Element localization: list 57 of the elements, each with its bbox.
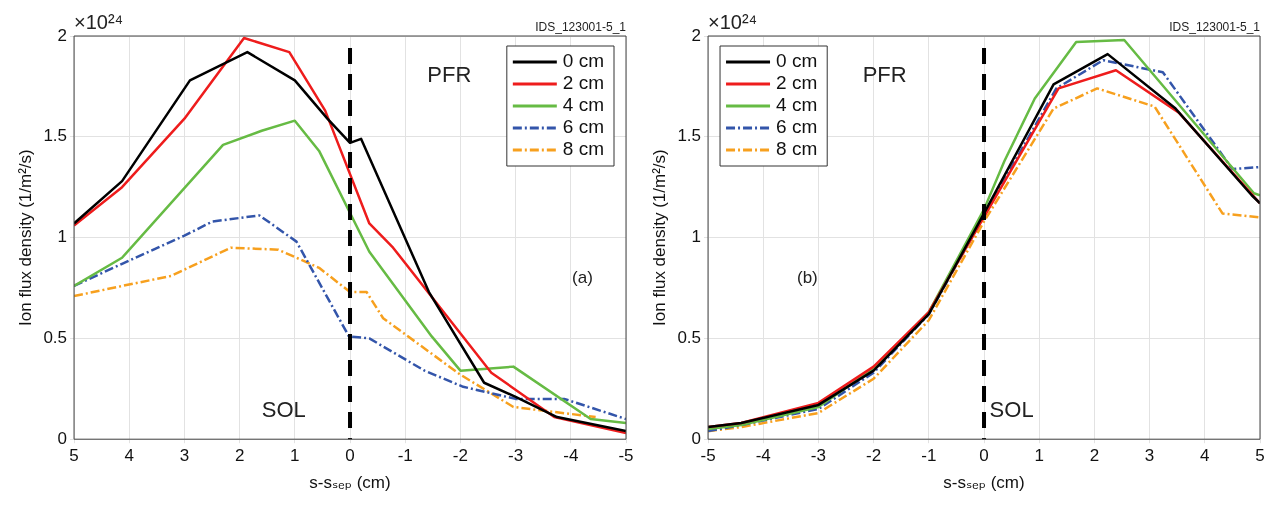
legend-label: 2 cm <box>776 72 818 94</box>
x-tick-label: 0 <box>979 446 989 466</box>
x-axis-title: s-sₛₑₚ (cm) <box>309 473 391 493</box>
y-tick-label: 1.5 <box>677 126 702 146</box>
legend-label: 2 cm <box>562 72 605 94</box>
x-tick-label: -3 <box>810 446 826 466</box>
y-axis-title: Ion flux density (1/m²/s) <box>649 149 669 326</box>
y-axis-title: Ion flux density (1/m²/s) <box>15 149 35 326</box>
x-tick-label: 3 <box>1144 446 1155 466</box>
x-tick-label: 4 <box>1200 446 1210 466</box>
y-tick-label: 0 <box>691 428 702 448</box>
legend-label: 4 cm <box>562 94 605 116</box>
y-tick-label: 0.5 <box>43 328 68 348</box>
x-tick-label: 0 <box>345 446 355 466</box>
y-tick-label: 1 <box>691 227 702 247</box>
x-tick-label: -1 <box>397 446 413 466</box>
x-tick-label: 1 <box>290 446 300 466</box>
x-tick-label: 1 <box>1034 446 1044 466</box>
x-tick-label: 2 <box>234 446 245 466</box>
y-tick-label: 1.5 <box>43 126 68 146</box>
legend-label: 6 cm <box>562 116 605 138</box>
x-tick-label: 4 <box>124 446 134 466</box>
annotation: PFR <box>862 62 907 88</box>
y-tick-label: 2 <box>57 25 68 45</box>
x-tick-label: -5 <box>618 446 634 466</box>
text: IDS_123001-5_1 <box>535 20 627 35</box>
x-tick-label: -4 <box>563 446 579 466</box>
legend-label: 0 cm <box>562 50 605 72</box>
y-tick-label: 2 <box>691 25 702 45</box>
x-tick-label: 3 <box>179 446 190 466</box>
legend-label: 6 cm <box>776 116 818 138</box>
legend-label: 8 cm <box>776 138 818 160</box>
text: ×10²⁴ <box>74 11 124 34</box>
x-tick-label: -1 <box>921 446 937 466</box>
x-tick-label: -5 <box>700 446 716 466</box>
x-tick-label: 5 <box>69 446 79 466</box>
line-series <box>74 246 597 419</box>
y-tick-label: 0 <box>57 428 68 448</box>
x-tick-label: -2 <box>866 446 882 466</box>
legend-label: 4 cm <box>776 94 818 116</box>
legend-label: 8 cm <box>562 138 605 160</box>
x-tick-label: 5 <box>1255 446 1265 466</box>
annotation: SOL <box>989 397 1034 423</box>
text: IDS_123001-5_1 <box>1169 20 1261 35</box>
y-tick-label: 0.5 <box>677 328 702 348</box>
x-tick-label: -3 <box>508 446 524 466</box>
text: ×10²⁴ <box>708 11 758 34</box>
y-tick-label: 1 <box>57 227 68 247</box>
annotation: (a) <box>572 267 593 287</box>
x-axis-title: s-sₛₑₚ (cm) <box>943 473 1025 493</box>
annotation: SOL <box>261 397 306 423</box>
x-tick-label: -2 <box>452 446 468 466</box>
annotation: PFR <box>427 62 472 88</box>
x-tick-label: 2 <box>1089 446 1100 466</box>
x-tick-label: -4 <box>755 446 771 466</box>
annotation: (b) <box>797 267 818 287</box>
legend-label: 0 cm <box>776 50 818 72</box>
